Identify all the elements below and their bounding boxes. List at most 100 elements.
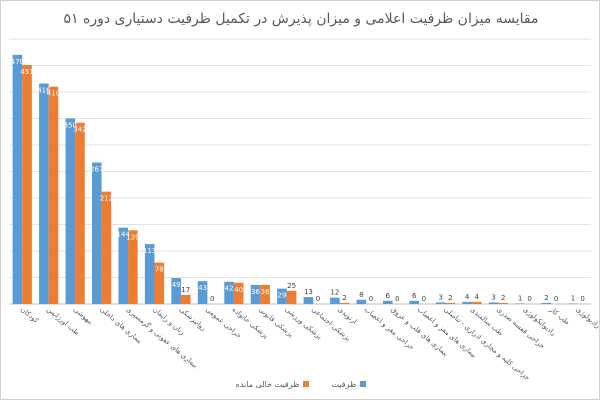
bar-capacity-1 (39, 83, 49, 305)
category-label-13: جراحی مغز و اعصاب (363, 305, 416, 351)
bar-capacity-18 (488, 302, 499, 304)
bars (12, 54, 578, 305)
legend-item-1: ظرفیت خالی مانده (236, 380, 310, 389)
data-label-vacant-13: 0 (369, 295, 373, 303)
legend-label-1: ظرفیت خالی مانده (235, 379, 300, 389)
bar-capacity-21 (568, 303, 578, 304)
bar-capacity-14 (382, 300, 393, 304)
category-label-20: طب کار (547, 305, 571, 327)
category-label-12: ارتوپدی (336, 305, 358, 325)
chart-title: مقایسه میزان ظرفیت اعلامی و میزان پذیرش … (63, 11, 539, 27)
bar-capacity-20 (541, 302, 552, 304)
data-label-vacant-3: 212 (100, 195, 113, 203)
data-label-capacity-21: 1 (571, 294, 575, 302)
bar-capacity-5 (144, 244, 155, 304)
bar-vacant-16 (445, 302, 456, 304)
category-label-0: کودکان (19, 305, 40, 325)
data-label-vacant-15: 0 (422, 295, 426, 303)
bar-capacity-15 (409, 300, 420, 304)
category-label-2: بیهوشی (72, 305, 94, 326)
data-label-capacity-12: 12 (330, 289, 339, 297)
data-label-capacity-8: 42 (225, 285, 234, 293)
data-label-vacant-7: 0 (210, 295, 214, 303)
bar-vacant-1 (48, 86, 59, 304)
bar-capacity-16 (435, 302, 446, 304)
data-label-capacity-3: 267 (90, 165, 103, 173)
bar-vacant-0 (22, 64, 32, 304)
category-label-18: جراحی قفسه صدری (495, 305, 546, 350)
bar-vacant-2 (75, 122, 85, 305)
data-label-capacity-5: 113 (143, 247, 156, 255)
data-label-vacant-5: 78 (155, 266, 164, 274)
data-label-capacity-13: 8 (359, 291, 363, 299)
data-label-capacity-9: 36 (251, 288, 260, 296)
bar-capacity-4 (118, 227, 129, 304)
bar-capacity-17 (462, 301, 472, 304)
legend: ظرفیت خالی مانده ظرفیت (1, 375, 600, 393)
bar-vacant-5 (154, 262, 165, 304)
legend-item-0: ظرفیت (331, 379, 367, 389)
bar-vacant-9 (260, 284, 270, 304)
data-label-capacity-11: 13 (304, 288, 313, 296)
data-label-capacity-19: 1 (518, 294, 522, 302)
data-label-capacity-0: 470 (11, 58, 24, 66)
data-label-capacity-4: 144 (117, 231, 131, 239)
data-label-vacant-8: 40 (234, 286, 243, 294)
data-label-vacant-10: 25 (287, 282, 296, 290)
data-label-capacity-6: 49 (172, 281, 181, 289)
data-label-capacity-20: 2 (544, 294, 548, 302)
bar-capacity-13 (356, 299, 367, 304)
data-label-capacity-2: 350 (64, 122, 77, 130)
data-label-capacity-10: 29 (278, 292, 287, 300)
data-label-vacant-9: 36 (261, 288, 270, 296)
bar-capacity-2 (65, 118, 76, 304)
bar-capacity-8 (224, 281, 234, 304)
data-label-vacant-14: 0 (395, 295, 399, 303)
bar-capacity-7 (197, 281, 208, 304)
data-label-capacity-1: 416 (37, 87, 51, 95)
bar-capacity-0 (12, 54, 23, 305)
data-label-vacant-12: 2 (342, 294, 346, 302)
bar-vacant-8 (233, 282, 244, 304)
data-label-vacant-20: 0 (554, 295, 558, 303)
data-label-vacant-1: 410 (47, 90, 60, 98)
category-label-21: رادیولوژی (574, 305, 600, 330)
bar-vacant-6 (180, 294, 191, 304)
data-label-vacant-18: 2 (501, 294, 505, 302)
bar-vacant-12 (339, 302, 350, 304)
bar-capacity-12 (330, 297, 340, 304)
data-label-vacant-17: 4 (475, 293, 480, 301)
legend-swatch-0 (360, 381, 367, 387)
bar-vacant-4 (128, 230, 138, 304)
data-label-vacant-2: 342 (73, 126, 86, 134)
legend-label-0: ظرفیت (331, 379, 357, 389)
bar-capacity-9 (250, 284, 261, 304)
data-label-capacity-15: 6 (412, 292, 417, 300)
bar-capacity-19 (515, 303, 525, 304)
bar-capacity-6 (171, 278, 181, 304)
data-label-vacant-11: 0 (316, 295, 320, 303)
data-label-vacant-21: 0 (580, 295, 584, 303)
bar-capacity-3 (91, 162, 102, 304)
data-label-vacant-4: 139 (126, 233, 139, 241)
data-label-capacity-7: 43 (198, 284, 207, 292)
legend-swatch-1 (303, 381, 310, 387)
data-label-vacant-0: 451 (20, 68, 33, 76)
bar-vacant-3 (101, 191, 112, 304)
data-label-vacant-19: 0 (527, 295, 531, 303)
bar-vacant-10 (286, 290, 297, 304)
bar-capacity-10 (277, 288, 287, 304)
data-label-capacity-17: 4 (465, 293, 470, 301)
data-label-capacity-18: 3 (491, 293, 495, 301)
data-label-vacant-6: 17 (181, 286, 190, 294)
bar-vacant-18 (498, 302, 509, 304)
data-label-capacity-14: 6 (386, 292, 391, 300)
data-label-capacity-16: 3 (438, 293, 442, 301)
data-label-vacant-16: 2 (448, 294, 452, 302)
bar-vacant-17 (471, 301, 482, 304)
bar-capacity-11 (303, 297, 314, 304)
